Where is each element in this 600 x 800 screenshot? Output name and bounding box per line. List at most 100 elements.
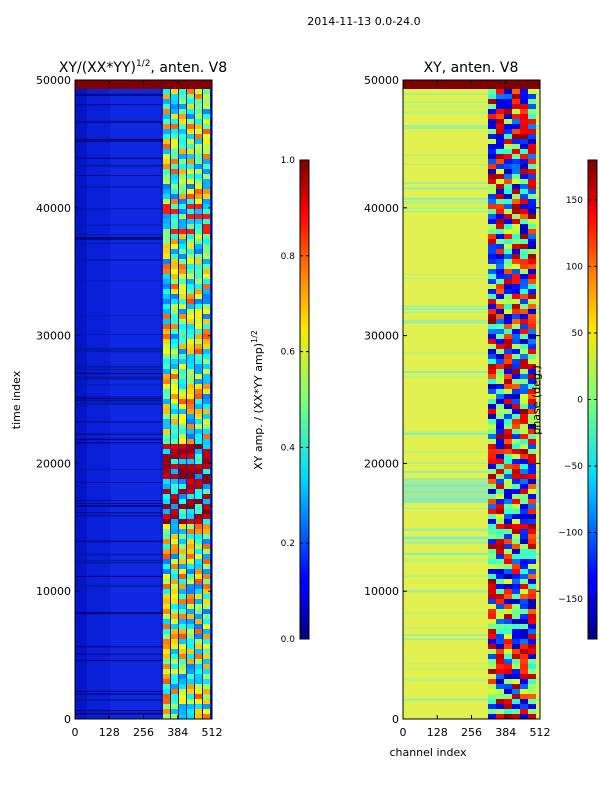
phase-cell: [528, 264, 536, 269]
amplitude-cell: [203, 659, 210, 664]
amplitude-cell: [163, 194, 170, 199]
phase-cell: [504, 384, 512, 389]
amplitude-flag-line: [75, 540, 212, 543]
amplitude-flag-line: [75, 713, 212, 715]
phase-cell: [520, 184, 528, 189]
phase-cell: [520, 414, 528, 419]
amplitude-cell: [171, 239, 178, 244]
amplitude-cell: [203, 714, 210, 719]
amplitude-cell: [187, 544, 194, 549]
phase-flag-line: [403, 101, 540, 104]
amplitude-cell: [195, 319, 202, 324]
phase-cell: [504, 419, 512, 424]
amplitude-cell: [179, 534, 186, 539]
phase-cell: [488, 179, 496, 184]
amplitude-panel-title: XY/(XX*YY)1/2, anten. V8: [59, 59, 227, 76]
amplitude-cell: [195, 419, 202, 424]
amplitude-cell: [171, 119, 178, 124]
amplitude-cell: [187, 319, 194, 324]
amplitude-cell: [163, 89, 170, 94]
amplitude-cell: [187, 199, 194, 204]
amplitude-cell: [203, 604, 210, 609]
amplitude-cell: [195, 209, 202, 214]
phase-cell: [512, 534, 520, 539]
amplitude-cell: [195, 404, 202, 409]
phase-cell: [504, 334, 512, 339]
amplitude-cell: [163, 114, 170, 119]
phase-cell: [520, 244, 528, 249]
amplitude-cell: [195, 379, 202, 384]
phase-cell: [520, 114, 528, 119]
amplitude-cell: [163, 224, 170, 229]
phase-cell: [488, 134, 496, 139]
amplitude-cell: [187, 694, 194, 699]
phase-cell: [520, 449, 528, 454]
amplitude-cell: [171, 534, 178, 539]
phase-cell: [504, 299, 512, 304]
amplitude-cell: [171, 269, 178, 274]
amplitude-cell: [195, 459, 202, 464]
amplitude-cell: [187, 324, 194, 329]
phase-cell: [528, 389, 536, 394]
phase-cell: [512, 329, 520, 334]
amplitude-cell: [203, 519, 210, 524]
amplitude-cell: [171, 644, 178, 649]
phase-cell: [512, 484, 520, 489]
amplitude-cell: [187, 679, 194, 684]
phase-cell: [512, 694, 520, 699]
phase-cell: [488, 394, 496, 399]
phase-cell: [504, 159, 512, 164]
phase-cell: [512, 494, 520, 499]
amplitude-cell: [179, 669, 186, 674]
amplitude-cell: [203, 564, 210, 569]
amplitude-cell: [163, 439, 170, 444]
amplitude-cell: [171, 414, 178, 419]
phase-cell: [488, 649, 496, 654]
phase-cell: [512, 379, 520, 384]
phase-cell: [528, 269, 536, 274]
amplitude-cell: [163, 519, 170, 524]
amplitude-heatmap: [75, 80, 212, 719]
amplitude-cell: [195, 214, 202, 219]
phase-cell: [520, 409, 528, 414]
phase-cell: [504, 669, 512, 674]
phase-cell: [504, 114, 512, 119]
phase-cell: [528, 569, 536, 574]
amplitude-cell: [203, 304, 210, 309]
phase-cell: [496, 674, 504, 679]
phase-cell: [520, 99, 528, 104]
phase-cell: [504, 99, 512, 104]
amplitude-cell: [195, 699, 202, 704]
amplitude-cell: [195, 149, 202, 154]
amplitude-cell: [195, 474, 202, 479]
phase-cell: [504, 389, 512, 394]
phase-cell: [496, 389, 504, 394]
amplitude-flag-line: [75, 505, 212, 507]
amplitude-cell: [171, 149, 178, 154]
phase-cell: [528, 289, 536, 294]
amplitude-cell: [171, 489, 178, 494]
amplitude-cell: [179, 564, 186, 569]
amplitude-cell: [195, 394, 202, 399]
amplitude-cell: [163, 534, 170, 539]
phase-cell: [520, 474, 528, 479]
phase-cell: [520, 654, 528, 659]
phase-cell: [512, 229, 520, 234]
phase-cell: [496, 649, 504, 654]
amplitude-cell: [179, 449, 186, 454]
phase-cell: [528, 694, 536, 699]
phase-cell: [512, 584, 520, 589]
amplitude-cell: [163, 284, 170, 289]
phase-cell: [520, 419, 528, 424]
phase-cell: [504, 639, 512, 644]
phase-cell: [520, 679, 528, 684]
amplitude-cell: [171, 469, 178, 474]
amplitude-cell: [171, 259, 178, 264]
phase-cell: [528, 194, 536, 199]
amplitude-cell: [163, 214, 170, 219]
amplitude-cell: [179, 204, 186, 209]
amplitude-cell: [171, 159, 178, 164]
amplitude-cell: [203, 429, 210, 434]
phase-cell: [488, 94, 496, 99]
phase-cell: [488, 259, 496, 264]
